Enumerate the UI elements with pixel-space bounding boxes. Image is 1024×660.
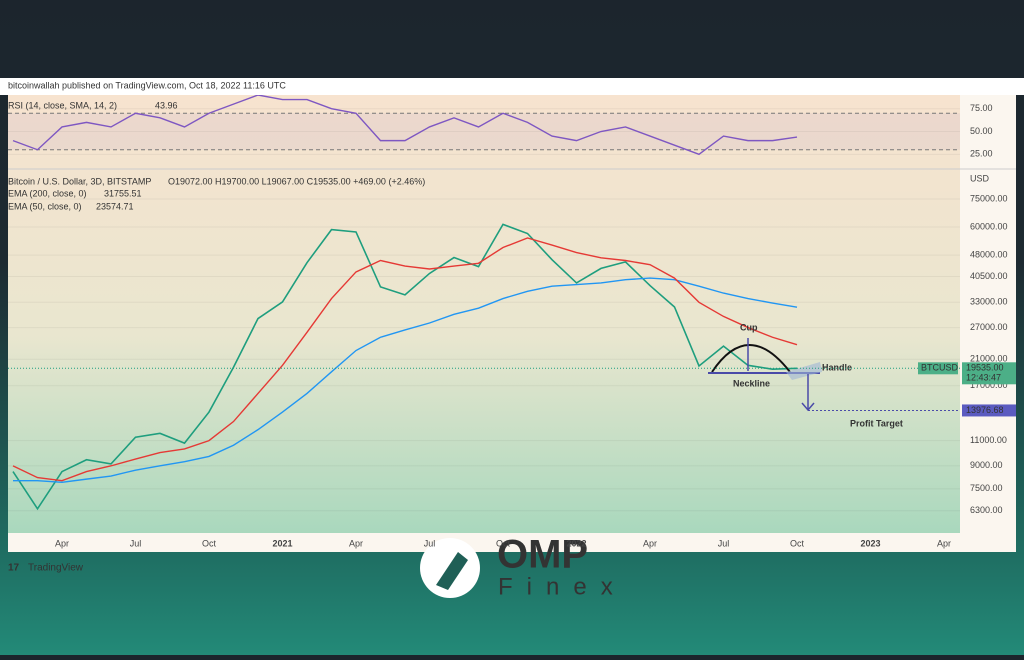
- neckline-label: Neckline: [733, 378, 770, 388]
- x-tick-label: Oct: [790, 538, 805, 548]
- overlays: [708, 338, 822, 412]
- rsi-legend: RSI (14, close, SMA, 14, 2): [8, 100, 117, 110]
- y-tick-label: 21000.00: [970, 354, 1008, 364]
- price-legend: Bitcoin / U.S. Dollar, 3D, BITSTAMP: [8, 176, 151, 186]
- x-tick-label: Jul: [130, 538, 142, 548]
- series-line: [12, 95, 798, 156]
- cup-arc: [711, 344, 791, 373]
- y-tick-label: 25.00: [970, 149, 993, 159]
- x-tick-label: Jul: [424, 538, 436, 548]
- target-tag-label: 13976.68: [966, 405, 1004, 415]
- y-tick-label: 75.00: [970, 103, 993, 113]
- y-tick-label: 33000.00: [970, 297, 1008, 307]
- ema200-legend: EMA (200, close, 0): [8, 188, 87, 198]
- logo-slash: [436, 552, 468, 590]
- rsi-pane: [8, 95, 960, 156]
- tradingview-brand: TradingView: [28, 563, 84, 574]
- x-tick-label: Oct: [202, 538, 217, 548]
- target-label: Profit Target: [850, 418, 903, 428]
- x-tick-label: Apr: [55, 538, 69, 548]
- x-tick-label: 2021: [272, 538, 292, 548]
- countdown: 12:43:47: [966, 373, 1001, 383]
- logo-sub: Finex: [498, 573, 627, 600]
- x-tick-label: Oct: [496, 538, 511, 548]
- x-tick-label: Apr: [937, 538, 951, 548]
- symbol-tag-label: BTCUSD: [921, 363, 959, 373]
- y-tick-label: 7500.00: [970, 483, 1003, 493]
- target-tag: [962, 404, 1016, 417]
- series-line: [12, 237, 798, 482]
- x-tick-label: Jul: [718, 538, 730, 548]
- time-axis-bg: [8, 533, 960, 552]
- x-tick-label: 2022: [566, 538, 586, 548]
- series-line: [12, 223, 798, 511]
- ema200-value: 31755.51: [104, 188, 142, 198]
- published: bitcoinwallah published on TradingView.c…: [8, 80, 286, 90]
- x-tick-label: Apr: [643, 538, 657, 548]
- x-tick-label: 2023: [860, 538, 880, 548]
- rsi-value: 43.96: [155, 100, 178, 110]
- price-tag-label: 19535.00: [966, 363, 1004, 373]
- symbol-tag: [918, 362, 958, 375]
- y-tick-label: 9000.00: [970, 460, 1003, 470]
- handle-label: Handle: [822, 362, 852, 372]
- plot-bg: [8, 95, 960, 533]
- header-strip: [0, 78, 1024, 95]
- tv-icon: 17: [8, 563, 20, 574]
- x-tick-label: Apr: [349, 538, 363, 548]
- y-tick-label: 75000.00: [970, 193, 1008, 203]
- y-axis-label: USD: [970, 173, 990, 183]
- series-line: [13, 277, 798, 483]
- handle-box: [786, 362, 822, 380]
- y-tick-label: 40500.00: [970, 271, 1008, 281]
- ema50-legend: EMA (50, close, 0): [8, 201, 82, 211]
- y-tick-label: 6300.00: [970, 505, 1003, 515]
- y-tick-label: 11000.00: [970, 435, 1007, 445]
- axis-bg: [960, 95, 1016, 552]
- price-pane: [8, 198, 960, 512]
- price-tag: [962, 362, 1016, 385]
- logo-main: OMP: [497, 533, 588, 577]
- rsi-band: [8, 113, 960, 150]
- y-tick-label: 50.00: [970, 126, 993, 136]
- ema50-value: 23574.71: [96, 201, 134, 211]
- cup-label: Cup: [740, 322, 758, 332]
- y-tick-label: 48000.00: [970, 250, 1008, 260]
- y-tick-label: 17000.00: [970, 380, 1008, 390]
- y-tick-label: 60000.00: [970, 221, 1008, 231]
- y-tick-label: 27000.00: [970, 322, 1008, 332]
- ohlc: O19072.00 H19700.00 L19067.00 C19535.00 …: [168, 176, 425, 186]
